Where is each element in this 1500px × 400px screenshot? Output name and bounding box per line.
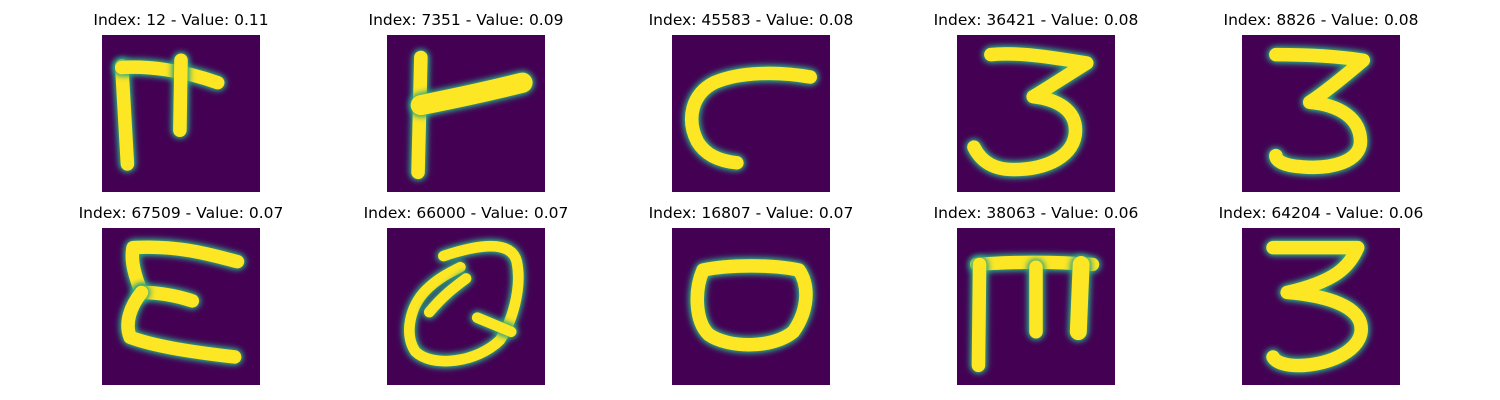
sample-image [672, 35, 830, 192]
sample-image [672, 228, 830, 385]
sample-image [102, 228, 260, 385]
letter-m-icon [957, 228, 1115, 385]
letter-c-icon [672, 35, 830, 192]
sample-image [957, 228, 1115, 385]
tick-letter-icon [102, 35, 260, 192]
digit-3-icon [1242, 35, 1400, 192]
letter-r-icon [387, 35, 545, 192]
sample-image [1242, 228, 1400, 385]
panel-title: Index: 64204 - Value: 0.06 [1218, 204, 1424, 222]
panel-title: Index: 67509 - Value: 0.07 [78, 204, 284, 222]
panel-title: Index: 38063 - Value: 0.06 [933, 204, 1139, 222]
digit-3-icon [957, 35, 1115, 192]
panel-title: Index: 12 - Value: 0.11 [93, 11, 269, 29]
panel-title: Index: 16807 - Value: 0.07 [648, 204, 854, 222]
sample-image [1242, 35, 1400, 192]
panel-title: Index: 7351 - Value: 0.09 [368, 11, 564, 29]
panel-title: Index: 66000 - Value: 0.07 [363, 204, 569, 222]
panel-title: Index: 8826 - Value: 0.08 [1223, 11, 1419, 29]
digit-3-icon [1242, 228, 1400, 385]
letter-o-icon [672, 228, 830, 385]
sample-image [102, 35, 260, 192]
letter-q-icon [387, 228, 545, 385]
sample-image [957, 35, 1115, 192]
panel-title: Index: 45583 - Value: 0.08 [648, 11, 854, 29]
letter-e-icon [102, 228, 260, 385]
panel-title: Index: 36421 - Value: 0.08 [933, 11, 1139, 29]
sample-image [387, 228, 545, 385]
sample-image [387, 35, 545, 192]
